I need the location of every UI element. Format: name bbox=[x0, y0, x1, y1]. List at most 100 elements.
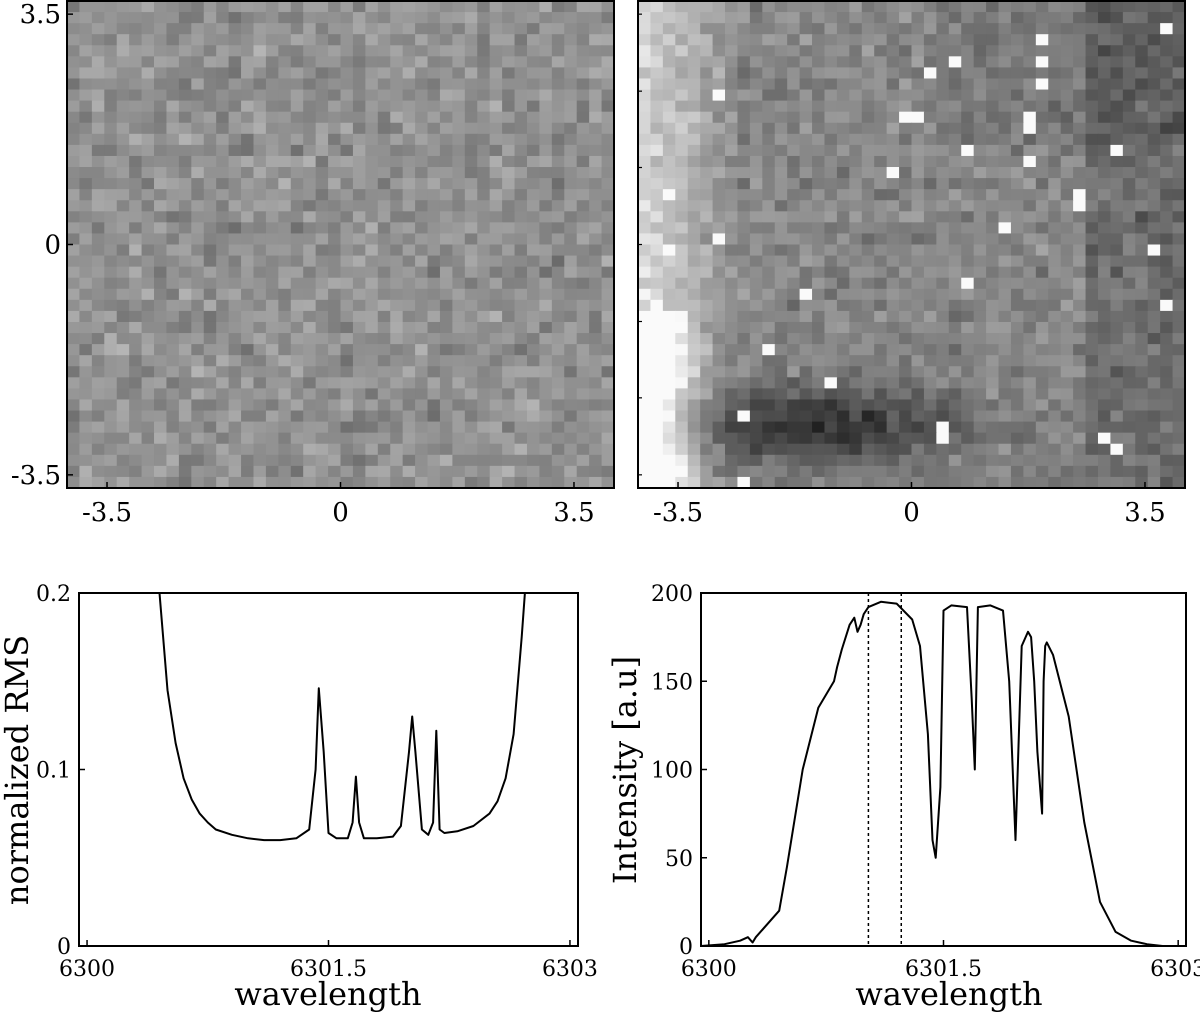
heatmap-cell bbox=[191, 167, 205, 179]
heatmap-cell bbox=[178, 366, 192, 378]
heatmap-cell bbox=[911, 233, 925, 246]
heatmap-cell bbox=[948, 399, 962, 412]
heatmap-cell bbox=[203, 155, 217, 168]
heatmap-cell bbox=[1010, 266, 1024, 279]
heatmap-cell bbox=[415, 410, 429, 423]
heatmap-cell bbox=[216, 321, 230, 334]
heatmap-cell bbox=[725, 443, 739, 456]
heatmap-cell bbox=[1010, 443, 1024, 456]
heatmap-cell bbox=[377, 399, 391, 412]
heatmap-cell bbox=[154, 144, 168, 157]
heatmap-cell bbox=[489, 388, 503, 401]
heatmap-cell bbox=[1097, 45, 1112, 57]
heatmap-cell bbox=[1035, 443, 1049, 456]
heatmap-cell bbox=[1122, 122, 1136, 135]
heatmap-cell bbox=[824, 355, 838, 367]
heatmap-cell bbox=[712, 167, 726, 179]
heatmap-cell bbox=[812, 178, 826, 190]
y-tick-label: 0 bbox=[679, 935, 693, 960]
heatmap-cell bbox=[1160, 277, 1174, 290]
heatmap-cell bbox=[998, 133, 1012, 146]
heatmap-cell bbox=[787, 178, 801, 190]
heatmap-cell bbox=[749, 178, 763, 190]
heatmap-cell bbox=[166, 100, 180, 113]
heatmap-cell bbox=[303, 200, 317, 212]
heatmap-cell bbox=[812, 399, 826, 412]
heatmap-cell bbox=[973, 421, 987, 434]
heatmap-cell bbox=[141, 78, 155, 91]
heatmap-cell bbox=[303, 122, 317, 135]
heatmap-cell bbox=[365, 321, 379, 334]
heatmap-cell bbox=[725, 288, 739, 301]
heatmap-cell bbox=[1073, 421, 1087, 434]
heatmap-cell bbox=[290, 167, 304, 179]
heatmap-cell bbox=[1060, 310, 1074, 323]
heatmap-cell bbox=[402, 144, 416, 157]
heatmap-cell bbox=[1147, 78, 1161, 91]
heatmap-cell bbox=[203, 355, 217, 367]
heatmap-cell bbox=[452, 432, 466, 445]
heatmap-cell bbox=[278, 100, 292, 113]
heatmap-cell bbox=[638, 155, 652, 168]
heatmap-cell bbox=[861, 277, 875, 290]
heatmap-cell bbox=[836, 255, 850, 268]
heatmap-cell bbox=[154, 45, 168, 57]
heatmap-cell bbox=[564, 78, 578, 91]
heatmap-cell bbox=[1085, 111, 1099, 124]
heatmap-cell bbox=[564, 200, 578, 212]
heatmap-cell bbox=[526, 377, 541, 389]
heatmap-cell bbox=[551, 255, 565, 268]
heatmap-cell bbox=[539, 377, 553, 389]
heatmap-cell bbox=[141, 133, 155, 146]
heatmap-cell bbox=[539, 255, 553, 268]
heatmap-y-tick-label: 3.5 bbox=[20, 0, 61, 30]
heatmap-cell bbox=[154, 465, 168, 478]
heatmap-cell bbox=[402, 255, 416, 268]
heatmap-cell bbox=[377, 465, 391, 478]
heatmap-cell bbox=[241, 399, 255, 412]
heatmap-cell bbox=[812, 244, 826, 257]
heatmap-cell bbox=[1172, 100, 1186, 113]
heatmap-cell bbox=[91, 266, 105, 279]
heatmap-cell bbox=[1147, 476, 1161, 489]
heatmap-cell bbox=[1035, 111, 1049, 124]
heatmap-cell bbox=[787, 333, 801, 345]
heatmap-cell bbox=[601, 266, 615, 279]
heatmap-cell bbox=[514, 133, 528, 146]
heatmap-cell bbox=[774, 67, 788, 80]
heatmap-cell bbox=[290, 89, 304, 102]
heatmap-cell bbox=[675, 23, 689, 35]
heatmap-cell bbox=[589, 189, 603, 201]
heatmap-cell bbox=[675, 476, 689, 489]
heatmap-cell bbox=[502, 189, 516, 201]
heatmap-cell bbox=[675, 1, 689, 13]
heatmap-cell bbox=[328, 366, 342, 378]
heatmap-cell bbox=[662, 465, 676, 478]
heatmap-cell bbox=[849, 133, 863, 146]
heatmap-cell bbox=[166, 178, 180, 190]
heatmap-cell bbox=[377, 333, 391, 345]
heatmap-cell bbox=[402, 277, 416, 290]
heatmap-cell bbox=[564, 465, 578, 478]
heatmap-cell bbox=[936, 454, 950, 467]
heatmap-cell bbox=[774, 233, 788, 246]
heatmap-cell bbox=[762, 310, 776, 323]
heatmap-cell bbox=[923, 399, 937, 412]
heatmap-cell bbox=[787, 100, 801, 113]
heatmap-cell bbox=[700, 454, 714, 467]
heatmap-cell bbox=[1147, 299, 1161, 312]
heatmap-cell bbox=[799, 443, 813, 456]
heatmap-cell bbox=[129, 56, 143, 69]
heatmap-cell bbox=[390, 45, 404, 57]
heatmap-cell bbox=[998, 167, 1012, 179]
heatmap-cell bbox=[638, 100, 652, 113]
heatmap-cell bbox=[737, 432, 751, 445]
heatmap-cell bbox=[315, 388, 329, 401]
heatmap-cell bbox=[638, 23, 652, 35]
heatmap-cell bbox=[1110, 432, 1124, 445]
heatmap-cell bbox=[998, 100, 1012, 113]
heatmap-cell bbox=[662, 78, 676, 91]
heatmap-cell bbox=[154, 78, 168, 91]
heatmap-cell bbox=[166, 377, 180, 389]
heatmap-cell bbox=[1085, 333, 1099, 345]
